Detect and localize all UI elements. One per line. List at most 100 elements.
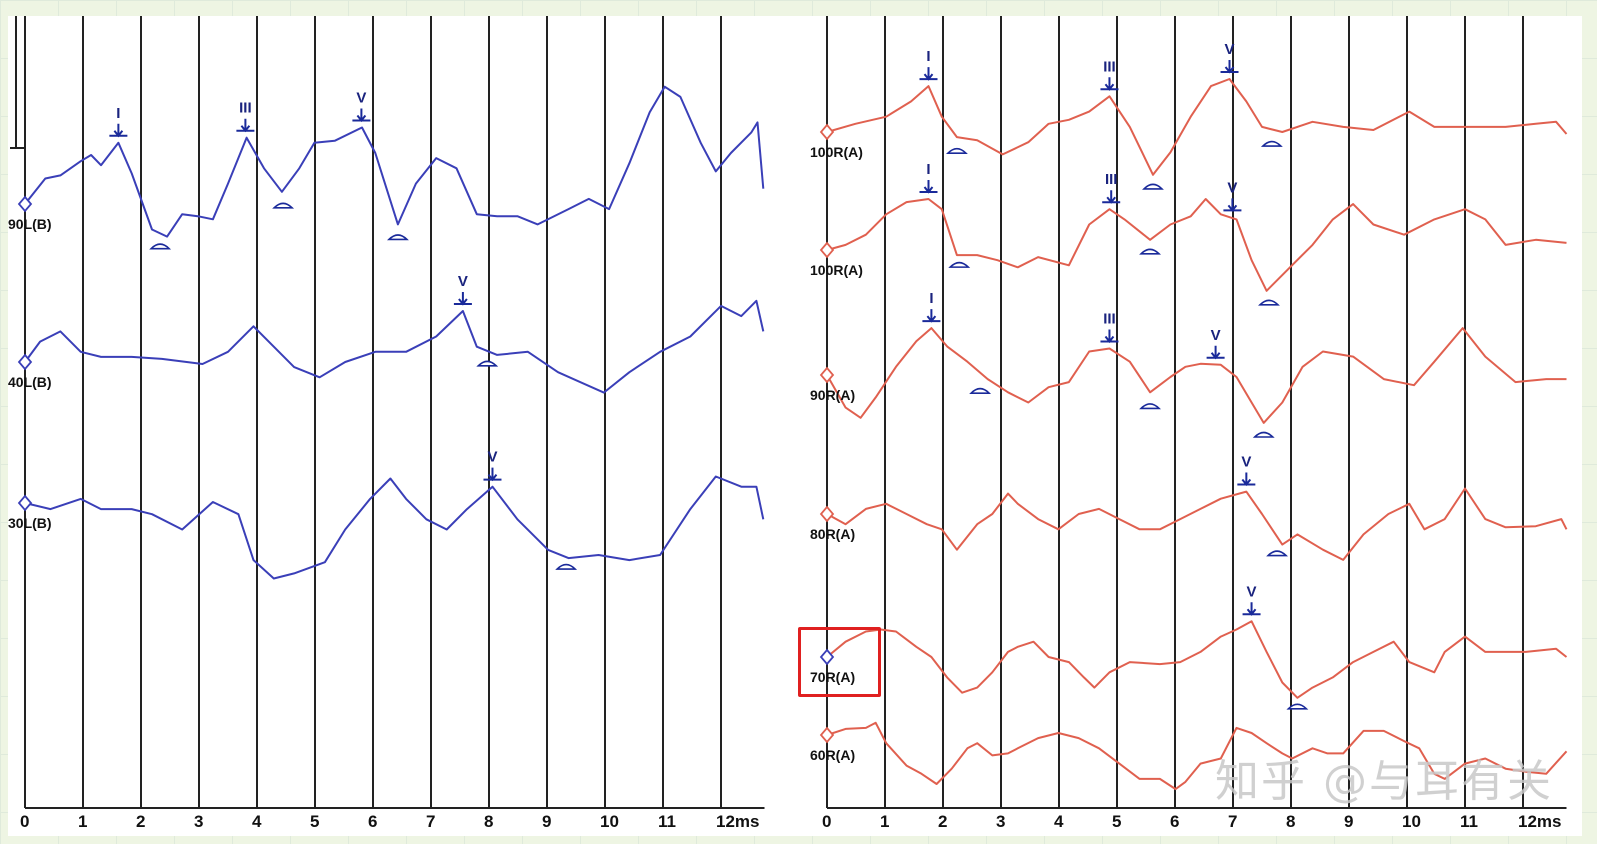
down-arrow-icon <box>240 118 251 133</box>
tick-label: 2 <box>938 812 947 831</box>
tick-label: 1 <box>880 812 889 831</box>
trace-40L(B): 40L(B) V <box>8 273 765 394</box>
down-arrow-icon <box>926 309 937 323</box>
waveform-line <box>24 299 765 394</box>
down-arrow-icon <box>1106 190 1116 204</box>
stimulus-marker-icon <box>819 123 835 141</box>
waveform-line <box>24 475 765 580</box>
peak-marker-I: I <box>109 105 128 138</box>
peak-label: III <box>239 100 252 117</box>
peak-marker-I: I <box>919 48 938 81</box>
trace-label: 100R(A) <box>810 262 863 278</box>
peak-marker-V: V <box>352 90 371 123</box>
peak-label: V <box>1211 327 1221 344</box>
peak-label: V <box>458 273 468 290</box>
peak-marker-V: V <box>483 449 502 482</box>
down-arrow-icon <box>1241 472 1252 487</box>
tick-label: 8 <box>1286 812 1295 831</box>
tick-label: 9 <box>1344 812 1353 831</box>
peak-marker-V: V <box>1242 583 1261 616</box>
trace-70R(A): 70R(A) V <box>810 583 1568 710</box>
trace-30L(B): 30L(B) V <box>8 449 765 580</box>
tick-label: 0 <box>822 812 831 831</box>
tick-label: 7 <box>1228 812 1237 831</box>
trace-label: 40L(B) <box>8 374 52 390</box>
tick-label: 1 <box>78 812 87 831</box>
peak-label: V <box>1241 454 1251 471</box>
peak-label: V <box>1225 41 1235 58</box>
peak-label: V <box>487 449 497 466</box>
peak-marker-III: III <box>1102 171 1121 204</box>
waveform-line <box>826 487 1568 561</box>
tick-label: 5 <box>310 812 319 831</box>
stimulus-marker-icon <box>819 648 835 666</box>
peak-marker-V: V <box>1220 41 1239 74</box>
tick-label: 4 <box>1054 812 1064 831</box>
trace-label: 30L(B) <box>8 515 52 531</box>
peak-marker-V: V <box>1223 179 1242 212</box>
stimulus-marker-icon <box>819 241 835 259</box>
trace-80R(A): 80R(A) V <box>810 454 1568 561</box>
tick-label: 12ms <box>1518 812 1561 831</box>
waveform-line <box>826 78 1568 176</box>
trough-marker-icon <box>948 261 971 268</box>
trough-marker-icon <box>476 360 499 367</box>
tick-label: 11 <box>658 812 676 831</box>
peak-marker-I: I <box>919 161 938 194</box>
trough-marker-icon <box>1139 248 1161 255</box>
tick-label: 5 <box>1112 812 1121 831</box>
down-arrow-icon <box>1210 345 1221 360</box>
tick-label: 8 <box>484 812 493 831</box>
waveform-line <box>826 721 1568 791</box>
peak-marker-III: III <box>236 100 255 133</box>
down-arrow-icon <box>1246 602 1257 616</box>
stimulus-marker-icon <box>819 505 835 523</box>
trace-label: 100R(A) <box>810 144 863 160</box>
trace-label: 90R(A) <box>810 387 855 403</box>
stimulus-marker-icon <box>17 353 33 371</box>
trough-marker-icon <box>945 147 968 154</box>
tick-label: 11 <box>1460 812 1478 831</box>
peak-label: I <box>116 105 120 122</box>
trace-label: 70R(A) <box>810 669 855 685</box>
peak-label: V <box>1247 583 1257 600</box>
trough-marker-icon <box>1286 703 1309 710</box>
tick-label: 9 <box>542 812 551 831</box>
trough-marker-icon <box>1142 183 1164 190</box>
peak-marker-III: III <box>1100 58 1119 91</box>
peak-label: V <box>1227 179 1237 196</box>
waveform-line <box>826 620 1568 699</box>
trace-60R(A): 60R(A) <box>810 721 1568 791</box>
tick-label: 3 <box>194 812 203 831</box>
down-arrow-icon <box>1104 329 1115 344</box>
stimulus-marker-icon <box>17 195 33 213</box>
plot-background <box>8 16 1582 836</box>
trough-marker-icon <box>969 387 992 394</box>
trough-marker-icon <box>272 202 295 209</box>
trace-label: 60R(A) <box>810 747 855 763</box>
trough-marker-icon <box>1266 550 1289 557</box>
waveform-line <box>826 327 1567 424</box>
peak-label: III <box>1103 310 1116 327</box>
peak-label: I <box>926 48 930 65</box>
highlight-box-70R <box>798 627 881 697</box>
watermark: 知乎 @与耳有关 <box>1215 756 1553 807</box>
tick-label: 12ms <box>716 812 759 831</box>
peak-marker-I: I <box>922 290 941 323</box>
trough-marker-icon <box>1260 140 1283 147</box>
panel-right: 0 1 2 3 4 5 6 7 8 9 10 11 12ms100R(A)IIIIV100R(A)III… <box>810 16 1568 831</box>
tick-label: 6 <box>1170 812 1179 831</box>
trough-marker-icon <box>1258 299 1280 306</box>
peak-label: I <box>929 290 933 307</box>
down-arrow-icon <box>923 180 934 194</box>
tick-label: 10 <box>1402 812 1421 831</box>
trough-marker-icon <box>1252 431 1275 438</box>
down-arrow-icon <box>1224 59 1235 74</box>
tick-label: 2 <box>136 812 145 831</box>
tick-label: 7 <box>426 812 435 831</box>
